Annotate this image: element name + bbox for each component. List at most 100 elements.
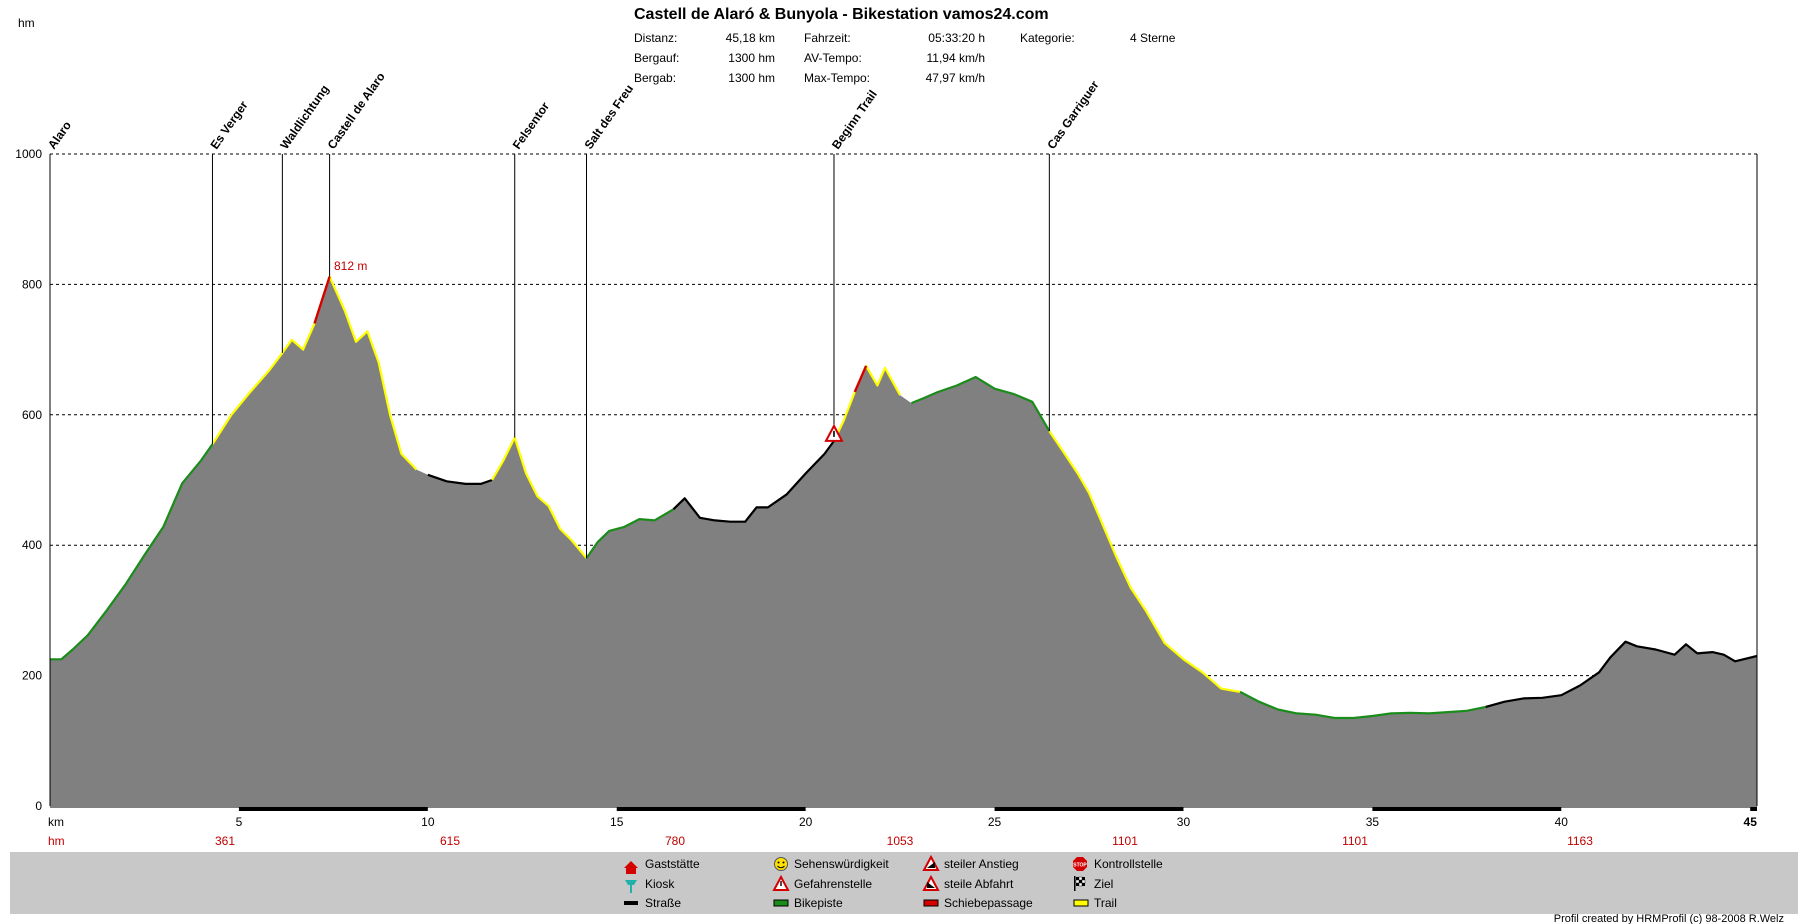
- y-tick-label: 600: [22, 408, 42, 422]
- stat-value-kategorie: 4 Sterne: [1130, 31, 1176, 45]
- stat-value-max-tempo: 47,97 km/h: [926, 71, 985, 85]
- legend-label: Bikepiste: [794, 896, 843, 910]
- legend-item-steiler-anstieg: steiler Anstieg: [922, 854, 1019, 871]
- route-segment: [1485, 640, 1758, 708]
- y-tick-label: 400: [22, 538, 42, 552]
- y-tick-label: 800: [22, 277, 42, 291]
- legend-panel: [10, 852, 1798, 914]
- legend-label: Trail: [1094, 896, 1117, 910]
- stat-label-max-tempo: Max-Tempo:: [804, 71, 870, 85]
- legend-item-bikepiste: Bikepiste: [773, 896, 843, 910]
- legend-label: Straße: [645, 896, 681, 910]
- legend-label: Schiebepassage: [944, 896, 1033, 910]
- route-segment: [585, 508, 674, 559]
- stat-label-bergauf: Bergauf:: [634, 51, 679, 65]
- x-tick-label: 45: [1744, 815, 1758, 829]
- x-tick-label: 25: [988, 815, 1002, 829]
- km-scale-bar: [238, 807, 428, 811]
- y-tick-label: 1000: [15, 147, 42, 161]
- route-segment: [1239, 690, 1486, 720]
- legend-item-sehenswuerdigkeit: Sehenswürdigkeit: [774, 857, 889, 871]
- push-passage-segment: [853, 365, 868, 393]
- hm-value: 1101: [1342, 834, 1368, 848]
- elevation-area: [50, 275, 1758, 807]
- steep-descent-icon: [922, 874, 940, 891]
- route-segment: [50, 443, 214, 661]
- x-unit-label: km: [48, 815, 64, 829]
- legend-label: Gefahrenstelle: [794, 877, 872, 891]
- footer-credit: Profil created by HRMProfil (c) 98-2008 …: [1554, 913, 1784, 924]
- km-scale-bar: [1372, 807, 1562, 811]
- stat-label-distanz: Distanz:: [634, 31, 677, 45]
- x-tick-label: 15: [610, 815, 624, 829]
- waypoint-label: Salt des Freu: [581, 82, 636, 152]
- tick-labels: 0 200 400 600 800 1000 5 10 15 20 25 30 35 40 45: [15, 147, 1757, 829]
- hm-value: 1053: [887, 834, 914, 848]
- warning-triangle-icon: [772, 874, 790, 891]
- warning-triangle-icon: [824, 423, 844, 442]
- stat-value-distanz: 45,18 km: [726, 31, 775, 45]
- x-tick-label: 35: [1366, 815, 1380, 829]
- max-elevation-label: 812 m: [334, 259, 367, 273]
- hm-row-label: hm: [48, 834, 65, 848]
- legend-label: Sehenswürdigkeit: [794, 857, 889, 871]
- svg-text:STOP: STOP: [1073, 863, 1087, 869]
- km-scale-bar: [994, 807, 1184, 811]
- km-scale-bar: [616, 807, 806, 811]
- stat-value-av-tempo: 11,94 km/h: [927, 51, 985, 65]
- legend-item-gefahrenstelle: Gefahrenstelle: [772, 874, 872, 891]
- warning-triangle-mark: [833, 430, 835, 437]
- bikepiste-swatch: [773, 899, 789, 907]
- legend-item-strasse: Straße: [624, 896, 681, 910]
- house-icon: [624, 861, 638, 874]
- stat-value-bergab: 1300 hm: [728, 71, 775, 85]
- y-unit-label: hm: [18, 16, 35, 30]
- route-segment: [672, 440, 835, 523]
- stat-value-fahrzeit: 05:33:20 h: [928, 31, 985, 45]
- stat-label-bergab: Bergab:: [634, 71, 676, 85]
- legend-item-gaststaette: Gaststätte: [624, 857, 700, 874]
- waypoint-label: Alaro: [45, 119, 74, 152]
- waypoint-label: Felsentor: [510, 99, 553, 152]
- legend-item-kontrollstelle: STOP Kontrollstelle: [1073, 857, 1163, 871]
- push-swatch: [923, 899, 939, 907]
- legend-item-steile-abfahrt: steile Abfahrt: [922, 874, 1014, 891]
- road-swatch: [624, 901, 638, 905]
- waypoint-label: Es Verger: [207, 98, 250, 152]
- stat-label-kategorie: Kategorie:: [1020, 31, 1075, 45]
- stat-value-bergauf: 1300 hm: [728, 51, 775, 65]
- hm-value: 780: [665, 834, 685, 848]
- trail-swatch: [1073, 899, 1089, 907]
- waypoint-label: Beginn Trail: [829, 87, 880, 151]
- route-segment: [491, 436, 588, 559]
- stop-icon: STOP: [1073, 857, 1087, 871]
- hm-value: 615: [440, 834, 460, 848]
- stat-label-av-tempo: AV-Tempo:: [804, 51, 862, 65]
- smiley-icon: [774, 857, 788, 871]
- y-tick-label: 0: [35, 799, 42, 813]
- axes: [49, 154, 1758, 811]
- legend-label: Ziel: [1094, 877, 1113, 891]
- x-tick-label: 5: [236, 815, 243, 829]
- stat-label-fahrzeit: Fahrzeit:: [804, 31, 851, 45]
- x-tick-label: 10: [421, 815, 435, 829]
- legend-item-kiosk: Kiosk: [625, 877, 675, 893]
- stats-block: Distanz: 45,18 km Bergauf: 1300 hm Berga…: [634, 31, 1176, 85]
- legend-label: Kiosk: [645, 877, 675, 891]
- legend-label: steile Abfahrt: [944, 877, 1014, 891]
- hm-summary-row: 361 615 780 1053 1101 1101 1163: [215, 834, 1593, 848]
- hm-value: 361: [215, 834, 235, 848]
- route-segment: [910, 375, 1051, 432]
- legend-label: steiler Anstieg: [944, 857, 1019, 871]
- waypoint-label: Cas Garriguer: [1044, 78, 1102, 152]
- legend: Gaststätte Kiosk Straße Sehenswürdigkeit: [624, 854, 1163, 910]
- chart-title: Castell de Alaró & Bunyola - Bikestation…: [634, 6, 1049, 23]
- legend-label: Kontrollstelle: [1094, 857, 1163, 871]
- elevation-fill: [50, 276, 1757, 807]
- legend-item-schiebepassage: Schiebepassage: [923, 896, 1033, 910]
- route-segment: [427, 473, 493, 485]
- waypoint-label: Castell de Alaro: [325, 70, 388, 152]
- finish-flag-icon: [1074, 876, 1086, 891]
- x-tick-label: 30: [1177, 815, 1191, 829]
